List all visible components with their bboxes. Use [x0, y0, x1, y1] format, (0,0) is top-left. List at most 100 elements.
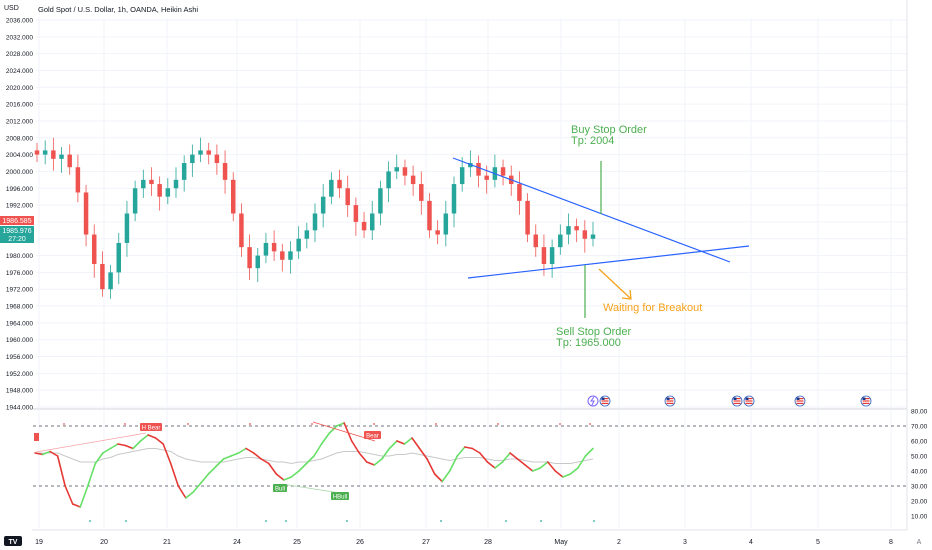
candle[interactable] — [51, 137, 56, 171]
lightning-icon[interactable] — [587, 395, 599, 407]
candle[interactable] — [566, 213, 571, 245]
price-tick: 2028.000 — [6, 51, 33, 58]
candle[interactable] — [288, 241, 293, 274]
candle[interactable] — [173, 167, 179, 198]
candle[interactable] — [75, 154, 81, 203]
candle[interactable] — [574, 218, 579, 243]
tv-logo[interactable]: TV — [4, 536, 22, 546]
candle[interactable] — [198, 137, 203, 163]
candle[interactable] — [590, 221, 596, 247]
candle[interactable] — [67, 144, 72, 175]
candle[interactable] — [500, 159, 506, 186]
candle[interactable] — [419, 171, 424, 215]
candle[interactable] — [230, 172, 236, 222]
candle[interactable] — [124, 200, 130, 257]
candle[interactable] — [59, 147, 64, 173]
hbear-badge[interactable]: H Bear — [140, 423, 162, 432]
candle[interactable] — [492, 154, 498, 188]
oscillator-axis[interactable]: 80.00 70.00 60.00 50.00 40.00 30.00 20.00 10.00 — [911, 409, 928, 521]
events-row[interactable] — [587, 395, 872, 407]
candle[interactable] — [34, 142, 40, 163]
candle[interactable] — [435, 220, 440, 245]
breakout-arrow[interactable] — [598, 268, 632, 300]
oscillator-signal-line[interactable] — [35, 448, 594, 465]
candle[interactable] — [582, 220, 588, 253]
candle[interactable] — [42, 140, 48, 165]
candle[interactable] — [459, 157, 465, 192]
candle[interactable] — [337, 169, 342, 198]
candle[interactable] — [427, 193, 432, 238]
candle[interactable] — [329, 172, 334, 205]
us-flag-icon[interactable] — [743, 395, 755, 407]
candle[interactable] — [558, 224, 563, 255]
bull-badge[interactable]: Bull — [273, 484, 287, 493]
us-flag-icon[interactable] — [860, 395, 872, 407]
price-axis[interactable]: 2036.000 2032.000 2028.000 2024.000 2020.000… — [6, 18, 33, 412]
candle[interactable] — [132, 180, 138, 222]
candle[interactable] — [476, 155, 481, 188]
candle[interactable] — [280, 243, 285, 272]
candle[interactable] — [116, 232, 122, 285]
osc-tick: 80.00 — [911, 409, 928, 416]
candle[interactable] — [369, 200, 375, 241]
candle[interactable] — [353, 197, 359, 236]
oscillator-rsi-line[interactable] — [34, 422, 594, 508]
candle[interactable] — [263, 232, 269, 264]
time-tick: 3 — [683, 539, 687, 546]
us-flag-icon[interactable] — [794, 395, 806, 407]
candle[interactable] — [83, 184, 89, 247]
candle[interactable] — [533, 224, 539, 257]
candlestick-series[interactable] — [34, 137, 596, 299]
candle[interactable] — [157, 176, 162, 211]
candle[interactable] — [214, 144, 220, 175]
triangle-pattern[interactable] — [452, 157, 750, 279]
candle[interactable] — [361, 211, 367, 238]
candle[interactable] — [410, 165, 416, 196]
candle[interactable] — [141, 169, 146, 198]
candle[interactable] — [312, 203, 318, 243]
candle[interactable] — [165, 178, 171, 205]
candle[interactable] — [190, 144, 195, 177]
buy-tp-label[interactable]: Tp: 2004 — [571, 135, 614, 147]
candle[interactable] — [320, 184, 326, 228]
candle[interactable] — [247, 234, 252, 280]
candle[interactable] — [296, 226, 301, 259]
candle[interactable] — [91, 224, 97, 278]
candle[interactable] — [222, 150, 228, 194]
buy-stop-label[interactable]: Buy Stop Order — [571, 124, 647, 136]
time-axis[interactable]: 19 20 21 24 25 26 27 28 May 2 3 4 5 8 — [35, 539, 893, 546]
price-tick: 2036.000 — [6, 18, 33, 25]
candle[interactable] — [181, 155, 187, 192]
us-flag-icon[interactable] — [599, 395, 611, 407]
candle[interactable] — [100, 251, 105, 297]
candle[interactable] — [304, 222, 310, 249]
candle[interactable] — [378, 180, 383, 226]
candle[interactable] — [443, 200, 449, 247]
bear-badge[interactable]: Bear — [364, 431, 381, 440]
candle[interactable] — [402, 159, 408, 186]
hbull-badge[interactable]: HBull — [331, 492, 349, 501]
symbol-title[interactable]: Gold Spot / U.S. Dollar, 1h, OANDA, Heik… — [38, 5, 199, 14]
sell-tp-label[interactable]: Tp: 1965.000 — [556, 337, 621, 349]
timezone-marker[interactable]: A — [917, 539, 922, 546]
candle[interactable] — [108, 264, 113, 299]
sell-stop-label[interactable]: Sell Stop Order — [556, 326, 632, 338]
candle[interactable] — [239, 203, 244, 257]
candle[interactable] — [345, 175, 350, 217]
candle[interactable] — [271, 230, 277, 262]
us-flag-icon[interactable] — [731, 395, 743, 407]
candle[interactable] — [525, 193, 530, 243]
candle[interactable] — [206, 142, 211, 165]
candle[interactable] — [517, 171, 522, 215]
candle[interactable] — [255, 247, 261, 283]
upper-trendline[interactable] — [452, 157, 731, 263]
candle[interactable] — [549, 239, 555, 278]
waiting-breakout-label[interactable]: Waiting for Breakout — [603, 302, 702, 314]
us-flag-icon[interactable] — [664, 395, 676, 407]
lower-trendline[interactable] — [467, 245, 750, 279]
candle[interactable] — [451, 176, 457, 228]
candle[interactable] — [386, 161, 391, 203]
candle[interactable] — [149, 167, 154, 196]
candle[interactable] — [394, 154, 400, 180]
